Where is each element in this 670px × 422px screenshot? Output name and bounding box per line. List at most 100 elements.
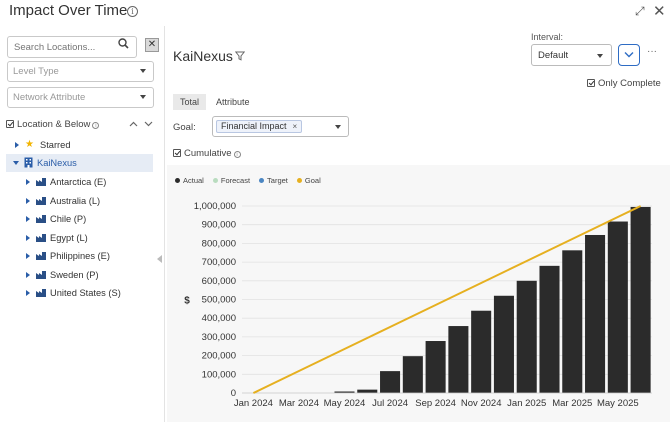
- factory-icon: [36, 270, 46, 279]
- search-locations-input[interactable]: [7, 36, 137, 58]
- location-title: KaiNexus: [173, 48, 233, 64]
- chevron-down-icon: [597, 54, 603, 58]
- tab-total[interactable]: Total: [173, 94, 207, 110]
- interval-label: Interval:: [531, 32, 564, 42]
- tree-item-location[interactable]: Antarctica (E): [0, 173, 153, 191]
- y-tick-label: 200,000: [202, 351, 236, 362]
- tree-item-label: Antarctica (E): [50, 177, 107, 187]
- tree-item-location[interactable]: Australia (L): [0, 192, 153, 210]
- checkbox-checked-icon: [6, 120, 14, 128]
- legend-label: Forecast: [220, 176, 251, 185]
- chart-legend: Actual Forecast Target Goal: [175, 176, 330, 185]
- expand-arrow-icon[interactable]: [26, 216, 30, 222]
- collapse-arrow-icon[interactable]: [13, 161, 19, 165]
- goal-label: Goal:: [173, 122, 196, 133]
- y-tick-label: 100,000: [202, 369, 236, 380]
- tree-item-location[interactable]: Egypt (L): [0, 229, 153, 247]
- checkbox-checked-icon: [173, 149, 181, 157]
- bar-actual: [357, 389, 378, 393]
- tree-item-kainexus[interactable]: KaiNexus: [6, 154, 153, 172]
- legend-label: Target: [267, 176, 288, 185]
- legend-item[interactable]: Actual: [175, 176, 204, 185]
- collapse-options-button[interactable]: [618, 44, 640, 66]
- goal-select[interactable]: Financial Impact ×: [212, 116, 349, 137]
- bar-actual: [562, 250, 583, 393]
- expand-arrow-icon[interactable]: [26, 290, 30, 296]
- tab-attribute[interactable]: Attribute: [216, 97, 250, 107]
- expand-icon[interactable]: ⤢: [635, 4, 645, 18]
- location-sidebar: ✕ Level Type Network Attribute Location …: [0, 26, 165, 422]
- only-complete-checkbox[interactable]: Only Complete: [587, 78, 661, 89]
- info-circle-icon[interactable]: i: [127, 6, 138, 17]
- bar-actual: [493, 295, 514, 393]
- network-attribute-select[interactable]: Network Attribute: [7, 87, 154, 108]
- main-panel: KaiNexus Interval: Default ··· Only Comp…: [165, 26, 670, 422]
- expand-arrow-icon[interactable]: [15, 142, 19, 148]
- bar-actual: [402, 356, 423, 393]
- factory-icon: [36, 289, 46, 297]
- legend-label: Actual: [183, 176, 204, 185]
- legend-item[interactable]: Target: [259, 176, 288, 185]
- expand-arrow-icon[interactable]: [26, 253, 30, 259]
- expand-arrow-icon[interactable]: [26, 234, 30, 241]
- bar-actual: [539, 265, 560, 393]
- tree-item-starred[interactable]: ★ Starred: [0, 136, 153, 154]
- cumulative-checkbox[interactable]: Cumulative i: [173, 148, 241, 159]
- x-tick-label: Jan 2024: [234, 398, 273, 409]
- chevron-down-icon: [140, 69, 146, 73]
- window-title: Impact Over Time: [9, 2, 128, 19]
- collapse-all-icon[interactable]: [129, 119, 138, 129]
- remove-chip-icon[interactable]: ×: [292, 122, 298, 131]
- close-icon[interactable]: ✕: [653, 3, 666, 20]
- tree-item-location[interactable]: Sweden (P): [0, 266, 153, 284]
- legend-label: Goal: [304, 176, 321, 185]
- level-type-select[interactable]: Level Type: [7, 61, 154, 82]
- location-and-below-checkbox[interactable]: Location & Below i: [6, 119, 100, 130]
- chevron-down-icon: [335, 125, 341, 129]
- info-circle-icon[interactable]: i: [233, 151, 241, 158]
- clear-search-button[interactable]: ✕: [145, 38, 159, 52]
- legend-dot-icon: [259, 178, 265, 183]
- interval-select[interactable]: Default: [531, 44, 612, 66]
- tree-item-label: Chile (P): [50, 214, 87, 224]
- y-axis-label: $: [184, 296, 190, 307]
- bar-actual: [585, 234, 606, 393]
- search-icon[interactable]: [118, 38, 129, 52]
- cumulative-label: Cumulative: [184, 148, 232, 159]
- factory-icon: [36, 252, 46, 260]
- goal-chip-label: Financial Impact: [221, 121, 287, 131]
- info-circle-icon[interactable]: i: [92, 122, 100, 129]
- collapse-sidebar-handle[interactable]: [157, 255, 162, 263]
- tree-item-location[interactable]: Philippines (E): [0, 247, 153, 265]
- expand-arrow-icon[interactable]: [26, 197, 30, 204]
- expand-arrow-icon[interactable]: [26, 271, 30, 278]
- goal-line: [252, 205, 642, 394]
- legend-dot-icon: [175, 178, 180, 183]
- expand-all-icon[interactable]: [144, 119, 153, 129]
- legend-item[interactable]: Forecast: [212, 176, 251, 185]
- star-icon: ★: [25, 139, 34, 150]
- bar-actual: [607, 221, 628, 393]
- tree-item-location[interactable]: United States (S): [0, 284, 153, 302]
- bar-actual: [630, 206, 651, 393]
- tree-item-location[interactable]: Chile (P): [0, 210, 153, 228]
- chart-panel: Actual Forecast Target Goal 0 100,000 200,000…: [167, 165, 670, 422]
- factory-icon: [36, 215, 46, 223]
- x-tick-label: Jul 2024: [372, 398, 408, 409]
- x-tick-label: May 2024: [324, 398, 366, 409]
- x-tick-label: Mar 2025: [552, 398, 592, 409]
- legend-dot-icon: [212, 178, 218, 183]
- legend-dot-icon: [296, 178, 302, 183]
- filter-icon[interactable]: [235, 51, 245, 61]
- bar-actual: [380, 371, 401, 393]
- legend-item[interactable]: Goal: [296, 176, 321, 185]
- bar-actual: [425, 341, 446, 393]
- tree-item-label: Philippines (E): [50, 251, 110, 261]
- x-tick-label: Jan 2025: [507, 398, 546, 409]
- more-options-button[interactable]: ···: [647, 46, 657, 57]
- goal-chip: Financial Impact ×: [216, 120, 303, 133]
- factory-icon: [36, 178, 46, 186]
- only-complete-label: Only Complete: [598, 78, 661, 89]
- tree-item-label: Sweden (P): [50, 269, 99, 280]
- expand-arrow-icon[interactable]: [26, 179, 30, 185]
